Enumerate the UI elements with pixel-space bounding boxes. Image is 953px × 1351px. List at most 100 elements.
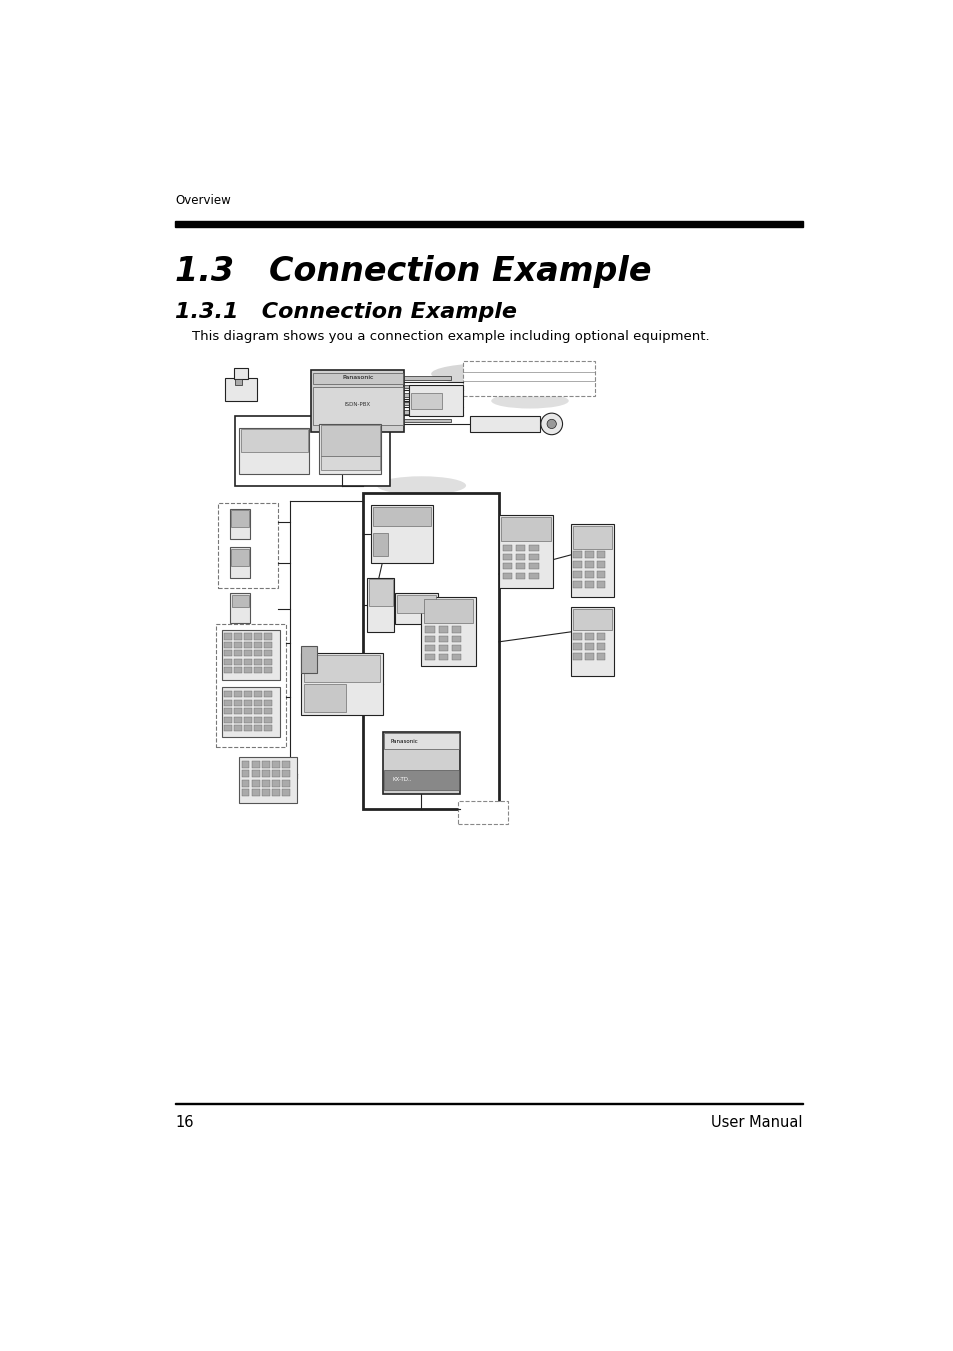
Text: Overview: Overview: [174, 193, 231, 207]
Bar: [224, 667, 232, 673]
Bar: [244, 716, 252, 723]
Text: 16: 16: [174, 1116, 193, 1131]
Bar: [224, 642, 232, 648]
Bar: [502, 573, 512, 578]
Bar: [596, 551, 604, 558]
Bar: [230, 508, 250, 539]
Bar: [252, 780, 259, 786]
Bar: [452, 627, 460, 632]
Bar: [384, 734, 458, 748]
Bar: [596, 571, 604, 578]
Bar: [596, 643, 604, 650]
Bar: [233, 634, 241, 639]
Bar: [264, 642, 272, 648]
Bar: [571, 607, 613, 677]
Bar: [241, 789, 249, 796]
Bar: [421, 597, 476, 666]
Bar: [573, 561, 581, 567]
Text: KX-TD..: KX-TD..: [392, 777, 411, 782]
Bar: [516, 563, 525, 570]
Bar: [596, 654, 604, 661]
Bar: [244, 708, 252, 715]
Bar: [438, 654, 447, 661]
Bar: [573, 581, 581, 588]
Ellipse shape: [376, 477, 466, 494]
Bar: [230, 547, 250, 578]
Bar: [241, 780, 249, 786]
Bar: [239, 757, 297, 802]
Bar: [224, 659, 232, 665]
Bar: [584, 581, 593, 588]
Bar: [584, 643, 593, 650]
Bar: [217, 503, 278, 588]
Bar: [241, 761, 249, 769]
Bar: [272, 770, 279, 777]
Bar: [235, 380, 241, 385]
Bar: [233, 369, 248, 380]
Bar: [409, 385, 463, 416]
Bar: [235, 416, 390, 485]
Bar: [244, 725, 252, 731]
Text: 1.3.1   Connection Example: 1.3.1 Connection Example: [174, 303, 517, 323]
Bar: [573, 643, 581, 650]
Bar: [231, 549, 249, 566]
Bar: [516, 544, 525, 551]
Bar: [244, 650, 252, 657]
Bar: [303, 684, 346, 712]
Bar: [221, 688, 279, 738]
Bar: [425, 627, 435, 632]
Bar: [253, 642, 261, 648]
Bar: [425, 654, 435, 661]
Bar: [410, 393, 441, 408]
Bar: [320, 426, 379, 457]
Bar: [221, 630, 279, 680]
Bar: [261, 770, 270, 777]
Bar: [404, 393, 451, 397]
Bar: [264, 634, 272, 639]
Text: This diagram shows you a connection example including optional equipment.: This diagram shows you a connection exam…: [192, 330, 709, 343]
Bar: [404, 411, 451, 413]
Bar: [282, 789, 290, 796]
Bar: [253, 700, 261, 705]
Bar: [371, 505, 433, 562]
Bar: [264, 708, 272, 715]
Bar: [253, 725, 261, 731]
Bar: [261, 789, 270, 796]
Bar: [404, 376, 451, 380]
Bar: [233, 667, 241, 673]
Bar: [425, 644, 435, 651]
Bar: [373, 507, 431, 527]
Bar: [253, 716, 261, 723]
Bar: [224, 725, 232, 731]
Bar: [174, 220, 802, 227]
Bar: [452, 636, 460, 642]
Bar: [252, 761, 259, 769]
Bar: [253, 650, 261, 657]
Bar: [502, 554, 512, 561]
Bar: [253, 692, 261, 697]
Bar: [252, 789, 259, 796]
Bar: [301, 646, 316, 673]
Bar: [470, 416, 539, 431]
Bar: [363, 493, 498, 809]
Bar: [264, 692, 272, 697]
Bar: [224, 708, 232, 715]
Bar: [224, 634, 232, 639]
Bar: [224, 650, 232, 657]
Bar: [438, 627, 447, 632]
Bar: [367, 578, 394, 632]
Text: Panasonic: Panasonic: [390, 739, 417, 743]
Bar: [233, 700, 241, 705]
Bar: [457, 801, 508, 824]
Bar: [272, 761, 279, 769]
Bar: [313, 373, 402, 384]
Bar: [572, 526, 612, 549]
Bar: [261, 780, 270, 786]
Bar: [529, 544, 537, 551]
Ellipse shape: [491, 393, 568, 408]
Bar: [272, 780, 279, 786]
Bar: [573, 571, 581, 578]
Bar: [573, 551, 581, 558]
Bar: [373, 534, 388, 557]
Bar: [463, 361, 595, 396]
